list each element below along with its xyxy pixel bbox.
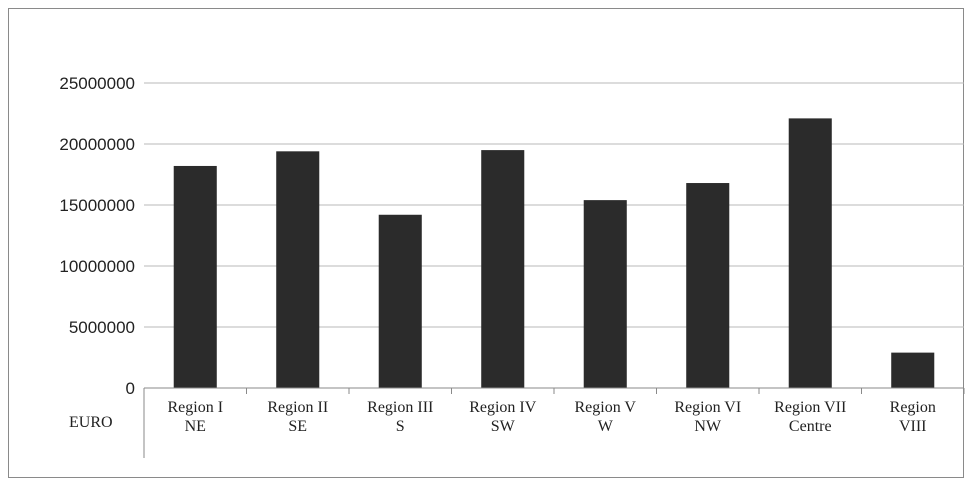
bar [788, 118, 832, 388]
bar [583, 200, 627, 388]
x-tick-label: Region II SE [267, 399, 328, 435]
x-axis [143, 387, 965, 458]
bar [891, 352, 935, 388]
gridlines [144, 82, 964, 389]
y-tick-label: 25000000 [59, 74, 135, 93]
unit-label: EURO [69, 414, 113, 431]
x-tick-label: Region VII Centre [774, 399, 846, 435]
bar [481, 150, 525, 388]
bars [173, 118, 935, 388]
y-tick-label: 0 [126, 379, 135, 398]
x-tick-label: Region I NE [167, 399, 223, 435]
x-tick-label: Region IV SW [469, 399, 537, 435]
x-tick-label: Region VI NW [674, 399, 741, 435]
x-axis-tick-labels: Region I NE Region II SE Region III S Region I… [167, 399, 935, 435]
bar [686, 183, 730, 388]
y-tick-label: 5000000 [69, 318, 135, 337]
bar [276, 151, 320, 388]
x-tick-label: Region VIII [890, 399, 936, 435]
y-tick-label: 10000000 [59, 257, 135, 276]
x-tick-label: Region III S [367, 399, 433, 435]
y-axis-ticks: 0 5000000 10000000 15000000 20000000 25000000 [59, 74, 135, 398]
bar [173, 165, 217, 388]
y-tick-label: 20000000 [59, 135, 135, 154]
bar [378, 214, 422, 388]
y-tick-label: 15000000 [59, 196, 135, 215]
